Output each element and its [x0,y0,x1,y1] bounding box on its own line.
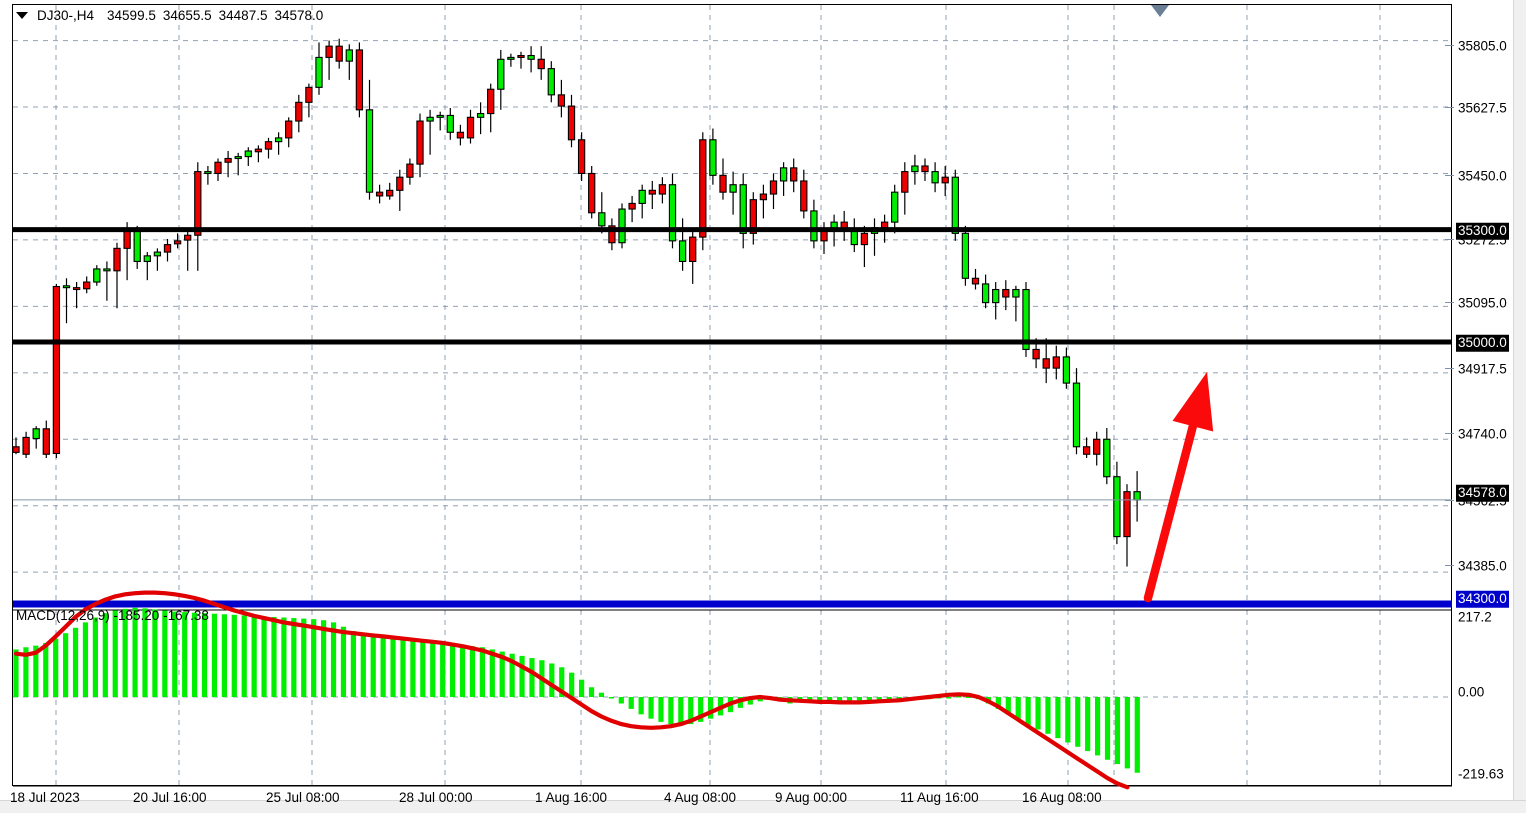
time-axis-label: 11 Aug 16:00 [900,790,979,805]
price-axis-label: 34300.0 [1456,590,1509,608]
price-axis-tick [1445,175,1454,176]
macd-series [13,590,1140,790]
price-axis-tick [1445,239,1454,240]
time-axis-label: 9 Aug 00:00 [775,790,848,805]
price-axis-tick [1445,368,1454,369]
low-value: 34487.5 [218,7,268,23]
price-axis-label: 35627.5 [1458,100,1507,116]
triangle-down-icon[interactable] [16,11,28,19]
close-value: 34578.0 [274,7,324,23]
price-axis-label: 34385.0 [1458,558,1507,574]
price-axis-label: -219.63 [1458,766,1504,782]
time-axis-label: 20 Jul 16:00 [133,790,207,805]
price-axis-label: 35095.0 [1458,295,1507,311]
price-level-lines [13,227,1452,608]
price-axis-label: 35805.0 [1458,38,1507,54]
price-axis-tick [1445,433,1454,434]
price-axis-label: 34740.0 [1458,426,1507,442]
price-axis[interactable]: 35805.0 35627.5 35450.0 35300.0 35272.5 35095… [1445,0,1526,786]
quote-header: DJ30-,H4 34599.5 34655.5 34487.5 34578.0 [16,6,323,24]
price-axis-label: 217.2 [1458,609,1492,625]
time-axis-label: 18 Jul 2023 [10,790,80,805]
time-axis-label: 25 Jul 08:00 [266,790,340,805]
time-axis-label: 28 Jul 00:00 [399,790,473,805]
price-axis-label: 0.00 [1458,684,1485,700]
annotation-layer [1143,5,1214,603]
price-axis-tick [1445,565,1454,566]
price-axis-label: 35450.0 [1458,168,1507,184]
price-axis-label: 35300.0 [1456,222,1509,240]
macd-indicator-label: MACD(12,26,9) -185.20 -167.38 [16,608,209,623]
open-value: 34599.5 [107,7,156,23]
bullish-arrow[interactable] [1143,372,1214,603]
grid-layer [13,5,1452,787]
price-axis-label: 35000.0 [1456,334,1509,352]
candlestick-series [12,38,1141,567]
time-axis-label: 16 Aug 08:00 [1022,790,1102,805]
price-axis-label: 34578.0 [1456,484,1509,502]
high-value: 34655.5 [162,7,212,23]
price-axis-tick [1445,302,1454,303]
bottom-scroll-strip[interactable] [0,800,1526,813]
price-axis-tick [1445,107,1454,108]
time-axis-label: 1 Aug 16:00 [535,790,608,805]
symbol-label: DJ30-,H4 [37,7,95,23]
time-axis[interactable]: 18 Jul 2023 20 Jul 16:00 25 Jul 08:00 28 Ju… [0,788,1526,813]
price-axis-tick [1445,500,1454,501]
price-axis-label: 34917.5 [1458,361,1507,377]
price-axis-tick [1445,45,1454,46]
right-scroll-strip[interactable] [1513,0,1526,800]
time-axis-label: 4 Aug 08:00 [664,790,737,805]
